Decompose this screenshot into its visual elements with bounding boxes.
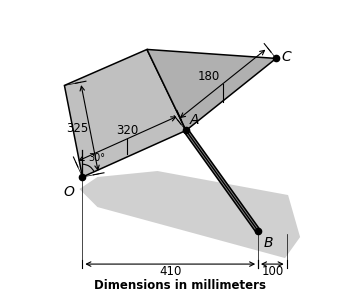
Text: $O$: $O$: [63, 185, 75, 198]
Text: $B$: $B$: [264, 236, 274, 251]
Polygon shape: [147, 49, 276, 131]
Polygon shape: [80, 171, 300, 258]
Text: $A$: $A$: [189, 114, 200, 128]
Text: 100: 100: [261, 265, 283, 278]
Text: 325: 325: [66, 122, 88, 135]
Polygon shape: [64, 49, 186, 177]
Text: Dimensions in millimeters: Dimensions in millimeters: [94, 279, 266, 292]
Text: $C$: $C$: [282, 50, 293, 64]
Text: 180: 180: [198, 70, 220, 83]
Text: 410: 410: [159, 265, 181, 278]
Text: 30°: 30°: [88, 153, 105, 163]
Text: 320: 320: [116, 124, 139, 137]
